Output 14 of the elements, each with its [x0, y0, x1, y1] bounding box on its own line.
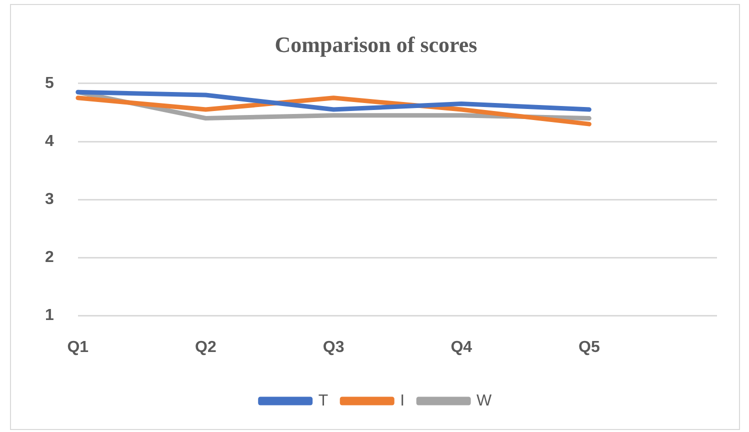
y-tick-label: 4: [44, 132, 54, 150]
x-tick-label: Q5: [578, 338, 600, 356]
y-tick-label: 2: [44, 249, 54, 266]
x-tick-label: Q4: [450, 338, 472, 356]
y-tick-label: 5: [44, 74, 54, 92]
x-tick-label: Q2: [195, 338, 216, 356]
chart-title: Comparison of scores: [274, 32, 478, 57]
legend-label: T: [318, 392, 328, 410]
x-tick-label: Q1: [67, 338, 89, 356]
legend-label: W: [476, 392, 493, 410]
y-tick-label: 3: [44, 191, 54, 208]
x-tick-label: Q3: [322, 338, 344, 356]
legend-label: I: [400, 392, 405, 410]
y-tick-label: 1: [44, 307, 54, 324]
